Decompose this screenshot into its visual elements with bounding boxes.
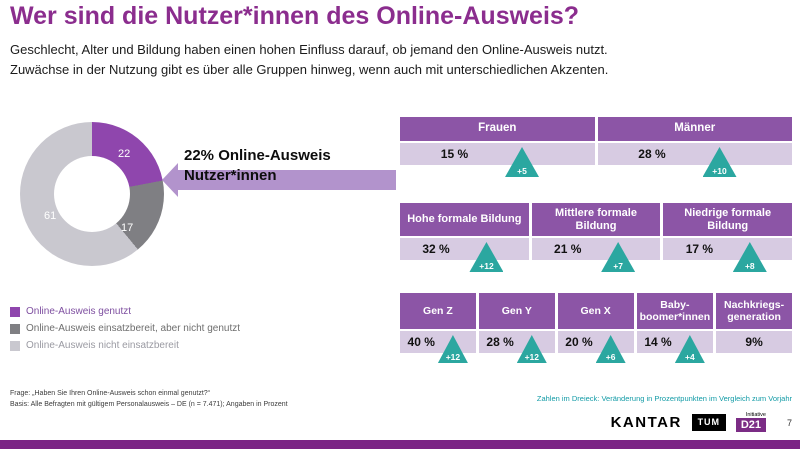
- triangle-note: Zahlen im Dreieck: Veränderung in Prozen…: [536, 394, 792, 403]
- value-label: 14 %: [644, 335, 672, 349]
- delta-label: +5: [517, 166, 527, 176]
- page-title: Wer sind die Nutzer*innen des Online-Aus…: [10, 2, 580, 30]
- value-cell: 28 % +10: [597, 143, 792, 177]
- value-cell: 14 % +4: [636, 331, 714, 363]
- column-header: Frauen: [400, 117, 595, 141]
- value-label: 28 %: [486, 335, 514, 349]
- triangle-up-icon: +8: [732, 242, 767, 272]
- delta-label: +4: [685, 352, 695, 362]
- footnote-line-1: Frage: „Haben Sie Ihren Online-Ausweis s…: [10, 390, 210, 397]
- table-column: Mittlere formale Bildung 21 % +7: [531, 203, 661, 272]
- legend-swatch-purple: [10, 306, 20, 317]
- table-column: Baby-boomer*innen 14 % +4: [636, 293, 714, 363]
- delta-label: +8: [744, 261, 755, 271]
- column-header: Gen Y: [478, 293, 555, 329]
- delta-label: +7: [613, 261, 623, 271]
- delta-label: +12: [524, 352, 539, 362]
- value-cell: 40 % +12: [400, 331, 476, 363]
- bottom-accent-bar: [0, 440, 800, 449]
- triangle-up-icon: +5: [505, 147, 540, 177]
- column-header: Mittlere formale Bildung: [531, 203, 661, 236]
- d21-logo: Initiative D21: [735, 412, 766, 432]
- legend-label: Online-Ausweis genutzt: [26, 306, 132, 317]
- value-label: 32 %: [422, 242, 450, 256]
- value-label: 20 %: [565, 335, 593, 349]
- triangle-up-icon: +10: [702, 147, 737, 177]
- table-column: Niedrige formale Bildung 17 % +8: [663, 203, 793, 272]
- subtitle-line-2: Zuwächse in der Nutzung gibt es über all…: [10, 62, 609, 78]
- callout: 22% Online-Ausweis Nutzer*innen: [162, 146, 396, 197]
- table-column: Nachkriegs-generation 9%: [716, 293, 793, 353]
- value-label: 9%: [745, 335, 763, 349]
- donut-chart: 22 17 61: [20, 122, 164, 266]
- value-label: 15 %: [440, 147, 469, 161]
- legend-swatch-darkgray: [10, 323, 20, 334]
- delta-label: +12: [479, 261, 494, 271]
- triangle-up-icon: +7: [601, 242, 636, 272]
- value-cell: 20 % +6: [557, 331, 634, 363]
- arrow-left-icon: [162, 163, 396, 197]
- value-label: 28 %: [638, 147, 666, 161]
- legend-item-einsatzbereit: Online-Ausweis einsatzbereit, aber nicht…: [10, 323, 240, 334]
- legend-item-genutzt: Online-Ausweis genutzt: [10, 306, 240, 317]
- value-cell: 9%: [716, 331, 793, 353]
- footnote-line-2: Basis: Alle Befragten mit gültigem Perso…: [10, 401, 288, 409]
- table-column: Gen Z 40 % +12: [400, 293, 476, 363]
- donut-slice-label-einsatzbereit: 17: [121, 222, 134, 234]
- subtitle: Geschlecht, Alter und Bildung haben eine…: [10, 40, 608, 80]
- footnote: Frage: „Haben Sie Ihren Online-Ausweis s…: [10, 388, 288, 410]
- d21-initiative-label: Initiative: [745, 412, 766, 418]
- legend-label: Online-Ausweis nicht einsatzbereit: [26, 340, 179, 351]
- callout-line-2: Nutzer*innen: [184, 167, 277, 185]
- column-header: Niedrige formale Bildung: [663, 203, 793, 236]
- donut-slice-label-genutzt: 22: [118, 148, 131, 160]
- table-column: Männer 28 % +10: [597, 117, 792, 177]
- legend-swatch-lightgray: [10, 340, 20, 351]
- table-column: Gen Y 28 % +12: [478, 293, 555, 363]
- value-cell: 17 % +8: [663, 238, 793, 272]
- table-generations: Gen Z 40 % +12 Gen Y 28 % +12 Gen X 20 %…: [400, 293, 793, 363]
- column-header: Hohe formale Bildung: [400, 203, 529, 236]
- page-number: 7: [786, 418, 792, 428]
- legend-item-nicht-einsatzbereit: Online-Ausweis nicht einsatzbereit: [10, 340, 240, 351]
- column-header: Nachkriegs-generation: [716, 293, 793, 329]
- value-label: 40 %: [407, 335, 435, 349]
- legend-label: Online-Ausweis einsatzbereit, aber nicht…: [26, 323, 241, 334]
- table-column: Hohe formale Bildung 32 % +12: [400, 203, 529, 272]
- footer-logos: KANTAR TUM Initiative D21: [611, 412, 766, 432]
- triangle-up-icon: +12: [469, 242, 504, 272]
- legend: Online-Ausweis genutzt Online-Ausweis ei…: [10, 306, 240, 357]
- value-cell: 15 % +5: [400, 143, 595, 177]
- tum-logo: TUM: [691, 413, 726, 431]
- delta-label: +10: [712, 166, 727, 176]
- value-cell: 32 % +12: [400, 238, 529, 272]
- value-label: 17 %: [685, 242, 714, 256]
- delta-label: +6: [605, 352, 616, 362]
- table-education: Hohe formale Bildung 32 % +12 Mittlere f…: [400, 203, 793, 272]
- column-header: Gen X: [557, 293, 634, 329]
- table-column: Frauen 15 % +5: [400, 117, 595, 177]
- d21-box: D21: [735, 418, 766, 432]
- column-header: Gen Z: [400, 293, 476, 329]
- column-header: Baby-boomer*innen: [636, 293, 714, 329]
- table-gender: Frauen 15 % +5 Männer 28 % +10: [400, 117, 792, 177]
- value-cell: 21 % +7: [531, 238, 661, 272]
- column-header: Männer: [597, 117, 792, 141]
- subtitle-line-1: Geschlecht, Alter und Bildung haben eine…: [10, 42, 608, 57]
- value-cell: 28 % +12: [478, 331, 555, 363]
- kantar-logo: KANTAR: [610, 413, 682, 431]
- value-label: 21 %: [554, 242, 582, 256]
- delta-label: +12: [445, 352, 461, 362]
- table-column: Gen X 20 % +6: [557, 293, 634, 363]
- donut-slice-label-nicht-einsatzbereit: 61: [44, 210, 57, 222]
- callout-text: 22% Online-Ausweis Nutzer*innen: [184, 146, 331, 187]
- callout-line-1: 22% Online-Ausweis: [184, 147, 331, 164]
